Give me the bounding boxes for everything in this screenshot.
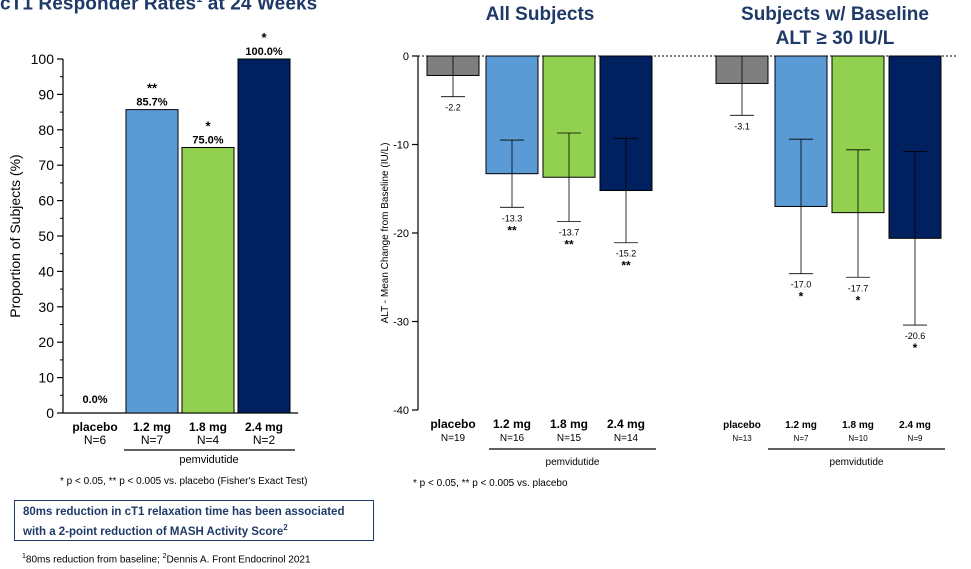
ref-text-2: Dennis A. Front Endocrinol 2021 (166, 554, 311, 566)
right-y-axis-label: ALT - Mean Change from Baseline (IU/L) (380, 143, 391, 324)
all-category-label: 1.2 mg (493, 417, 531, 431)
all-bar-value-label: -13.3 (502, 213, 523, 223)
all-subjects-title: All Subjects (485, 4, 595, 25)
right-y-tick-label: -40 (393, 405, 409, 417)
all-n-label: N=15 (557, 433, 582, 444)
left-bar-value-label: 100.0% (245, 46, 283, 58)
baseline-category-label: 1.8 mg (842, 420, 874, 431)
callout-sup: 2 (283, 523, 288, 532)
left-chart-title-sup: 1 (196, 0, 202, 5)
right-y-tick-label: -30 (393, 317, 409, 329)
baseline-bar-significance: * (799, 290, 804, 304)
left-y-tick-label: 20 (38, 334, 54, 350)
left-bar-significance: ** (147, 81, 158, 96)
all-bar-value-label: -15.2 (616, 249, 637, 259)
baseline-n-label: N=7 (794, 434, 809, 443)
right-y-tick-label: -20 (393, 228, 409, 240)
ref-sup-2: 2 (162, 553, 167, 560)
left-bar (237, 58, 291, 414)
baseline-bar-significance: * (856, 293, 861, 307)
left-y-tick-label: 100 (31, 51, 55, 67)
left-chart-title-suffix: at 24 Weeks (202, 0, 318, 15)
left-n-label: N=4 (197, 433, 220, 447)
left-category-label: 1.8 mg (189, 420, 227, 434)
all-category-label: 2.4 mg (607, 417, 645, 431)
all-bar-significance: ** (564, 237, 574, 251)
baseline-category-label: placebo (723, 420, 761, 431)
left-y-tick-label: 80 (38, 122, 54, 138)
right-y-tick-label: 0 (403, 51, 409, 63)
baseline-alt-title-line2: ALT ≥ 30 IU/L (775, 28, 895, 49)
left-n-label: N=7 (141, 433, 164, 447)
all-category-label: placebo (430, 417, 475, 431)
left-bar (125, 109, 179, 414)
left-y-tick-label: 0 (46, 405, 54, 421)
all-n-label: N=14 (614, 433, 639, 444)
left-group-label: pemvidutide (179, 454, 238, 466)
left-y-tick-label: 30 (38, 299, 54, 315)
left-category-label: placebo (72, 420, 117, 434)
left-y-tick-label: 70 (38, 157, 54, 173)
baseline-bar-significance: * (913, 341, 918, 355)
callout-line2: with a 2-point reduction of MASH Activit… (23, 520, 365, 540)
all-bar-value-label: -2.2 (445, 103, 461, 113)
left-y-tick-label: 90 (38, 86, 54, 102)
left-significance-note: * p < 0.05, ** p < 0.005 vs. placebo (Fi… (60, 476, 308, 487)
left-category-label: 2.4 mg (245, 420, 283, 434)
all-n-label: N=19 (441, 433, 466, 444)
all-bar-significance: ** (507, 223, 517, 237)
left-bar-value-label: 85.7% (136, 97, 167, 109)
all-bar-significance: ** (621, 259, 631, 273)
all-n-label: N=16 (500, 433, 525, 444)
baseline-alt-title-line1: Subjects w/ Baseline (741, 4, 929, 25)
reference-footnote: 180ms reduction from baseline; 2Dennis A… (22, 553, 311, 565)
baseline-group-label: pemvidutide (830, 457, 884, 468)
left-y-tick-label: 60 (38, 193, 54, 209)
left-y-tick-label: 10 (38, 370, 54, 386)
baseline-n-label: N=10 (848, 434, 868, 443)
left-y-tick-label: 50 (38, 228, 54, 244)
ref-text-1: 80ms reduction from baseline; (25, 554, 163, 566)
baseline-bar-value-label: -20.6 (905, 331, 926, 341)
left-bar (181, 147, 235, 414)
cT1-callout-box: 80ms reduction in cT1 relaxation time ha… (14, 500, 374, 541)
left-bar-significance: * (261, 30, 267, 45)
baseline-bar-value-label: -17.0 (791, 280, 812, 290)
left-y-tick-label: 40 (38, 263, 54, 279)
all-category-label: 1.8 mg (550, 417, 588, 431)
all-group-label: pemvidutide (546, 457, 600, 468)
left-y-axis-label: Proportion of Subjects (%) (7, 154, 23, 317)
left-chart-title-prefix: cT1 Responder Rates (0, 0, 197, 15)
right-y-tick-label: -10 (393, 140, 409, 152)
left-category-label: 1.2 mg (133, 420, 171, 434)
baseline-category-label: 1.2 mg (785, 420, 817, 431)
left-bar-value-label: 0.0% (82, 394, 107, 406)
baseline-n-label: N=13 (732, 434, 752, 443)
baseline-n-label: N=9 (908, 434, 923, 443)
baseline-bar-value-label: -17.7 (848, 283, 869, 293)
left-bar-value-label: 75.0% (192, 135, 223, 147)
right-significance-note: * p < 0.05, ** p < 0.005 vs. placebo (413, 478, 568, 489)
left-chart-title: cT1 Responder Rates1 at 24 Weeks (0, 0, 350, 15)
ref-sup-1: 1 (22, 553, 26, 560)
charts-canvas: 0 10 20 30 40 50 60 70 80 90 100 Proportion of Subj… (7, 30, 956, 468)
all-bar-value-label: -13.7 (559, 227, 580, 237)
baseline-bar-value-label: -3.1 (734, 121, 750, 131)
left-n-label: N=6 (84, 433, 107, 447)
left-n-label: N=2 (253, 433, 276, 447)
baseline-category-label: 2.4 mg (899, 420, 931, 431)
callout-line2-text: with a 2-point reduction of MASH Activit… (23, 525, 284, 538)
baseline-alt-title: Subjects w/ Baseline ALT ≥ 30 IU/L (720, 3, 950, 51)
left-bar-significance: * (205, 119, 211, 134)
callout-line1: 80ms reduction in cT1 relaxation time ha… (23, 506, 345, 518)
